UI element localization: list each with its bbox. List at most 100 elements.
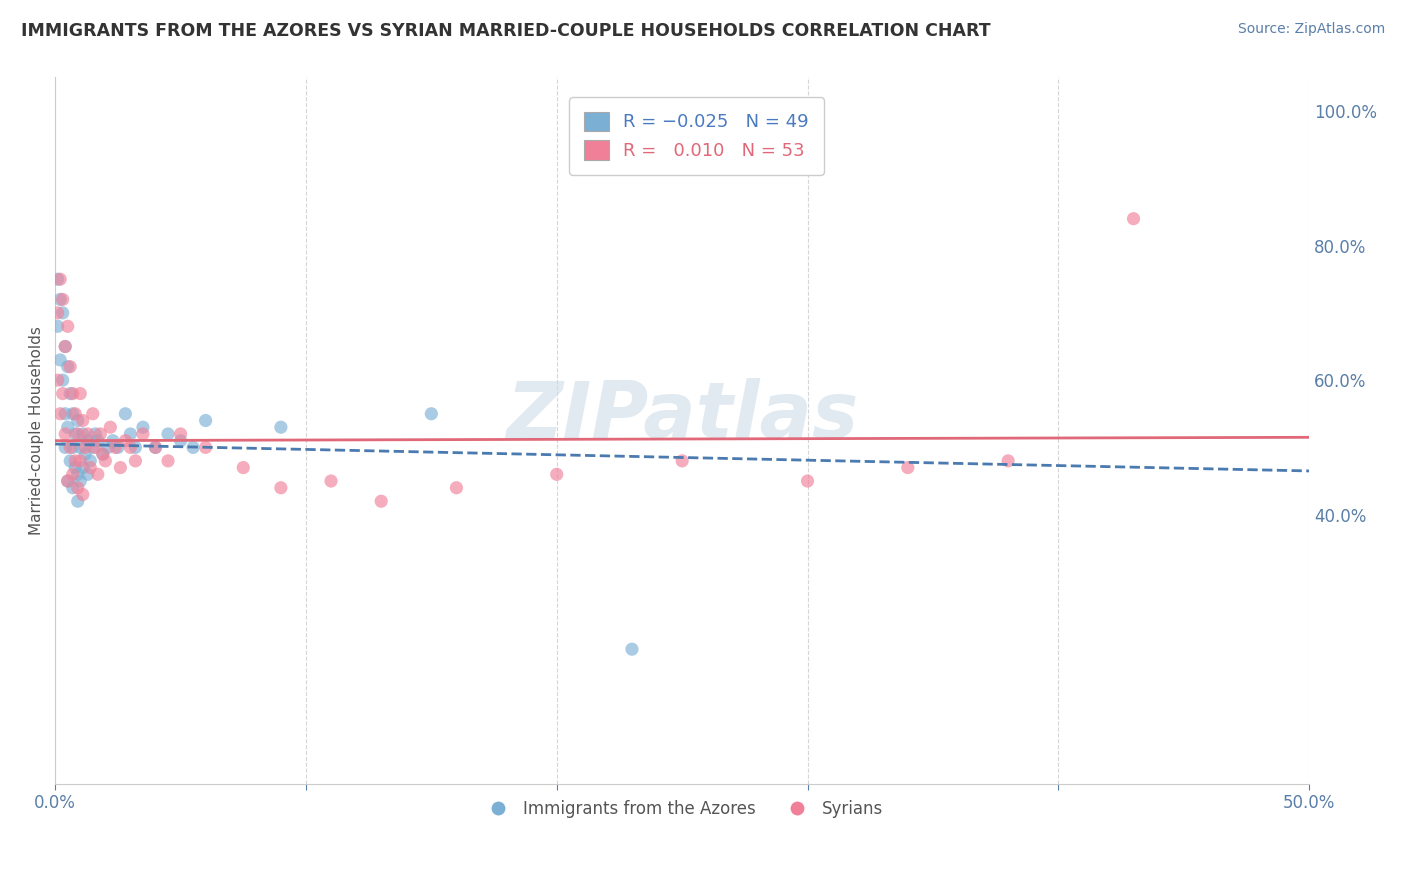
Point (52, 373, 75, 387)
Point (56, 319, 79, 334)
Point (84, 426, 107, 441)
Point (87, 434, 110, 448)
Point (49, 293, 72, 307)
Point (620, 642, 643, 657)
Point (101, 434, 124, 448)
Point (84, 441, 107, 455)
Point (97, 441, 120, 455)
Point (319, 474, 342, 488)
Text: Source: ZipAtlas.com: Source: ZipAtlas.com (1237, 22, 1385, 37)
Point (89, 426, 111, 441)
Point (46, 306, 69, 320)
Point (69, 454, 91, 468)
Point (46, 373, 69, 387)
Point (194, 413, 217, 427)
Point (87, 467, 110, 482)
Point (91, 447, 114, 461)
Point (157, 426, 180, 441)
Point (132, 426, 155, 441)
Point (79, 460, 101, 475)
Point (62, 441, 84, 455)
Point (114, 407, 136, 421)
Point (69, 441, 91, 455)
Point (76, 467, 98, 482)
Point (62, 481, 84, 495)
Point (66, 467, 89, 482)
Point (66, 481, 89, 495)
Point (49, 272, 72, 286)
Point (270, 481, 292, 495)
Point (120, 426, 142, 441)
Point (59, 359, 82, 374)
Point (75, 441, 97, 455)
Point (897, 460, 920, 475)
Text: ZIPatlas: ZIPatlas (506, 378, 858, 454)
Point (46, 272, 69, 286)
Point (94, 454, 117, 468)
Point (72, 426, 94, 441)
Point (69, 386, 91, 401)
Point (120, 441, 142, 455)
Point (82, 441, 104, 455)
Point (56, 474, 79, 488)
Point (169, 434, 191, 448)
Point (145, 441, 167, 455)
Point (124, 454, 146, 468)
Point (82, 407, 104, 421)
Point (169, 426, 191, 441)
Point (53, 407, 76, 421)
Point (65, 407, 87, 421)
Point (53, 426, 76, 441)
Point (65, 426, 87, 441)
Point (671, 454, 693, 468)
Point (52, 293, 75, 307)
Point (110, 460, 132, 475)
Point (370, 494, 392, 508)
Point (72, 487, 94, 501)
Point (56, 474, 79, 488)
Point (65, 460, 87, 475)
Point (62, 386, 84, 401)
Point (107, 441, 129, 455)
Y-axis label: Married-couple Households: Married-couple Households (30, 326, 44, 535)
Point (997, 454, 1019, 468)
Point (72, 460, 94, 475)
Point (49, 353, 72, 368)
Point (546, 467, 568, 482)
Point (52, 386, 75, 401)
Point (53, 441, 76, 455)
Point (796, 474, 818, 488)
Point (181, 441, 204, 455)
Point (65, 454, 87, 468)
Point (66, 426, 89, 441)
Point (53, 339, 76, 353)
Point (145, 441, 167, 455)
Point (420, 407, 443, 421)
Point (59, 454, 82, 468)
Point (75, 447, 97, 461)
Point (1122, 211, 1144, 226)
Text: IMMIGRANTS FROM THE AZORES VS SYRIAN MARRIED-COUPLE HOUSEHOLDS CORRELATION CHART: IMMIGRANTS FROM THE AZORES VS SYRIAN MAR… (21, 22, 991, 40)
Point (62, 467, 84, 482)
Point (46, 319, 69, 334)
Point (76, 434, 98, 448)
Point (446, 481, 468, 495)
Point (56, 420, 79, 434)
Point (62, 407, 84, 421)
Point (66, 413, 89, 427)
Point (79, 454, 101, 468)
Point (52, 306, 75, 320)
Point (194, 441, 217, 455)
Point (124, 441, 146, 455)
Point (76, 426, 98, 441)
Point (91, 447, 114, 461)
Point (56, 359, 79, 374)
Point (104, 441, 127, 455)
Point (66, 494, 89, 508)
Point (59, 386, 82, 401)
Point (132, 420, 155, 434)
Point (98, 420, 121, 434)
Point (69, 474, 91, 488)
Point (72, 413, 94, 427)
Legend: Immigrants from the Azores, Syrians: Immigrants from the Azores, Syrians (474, 794, 890, 825)
